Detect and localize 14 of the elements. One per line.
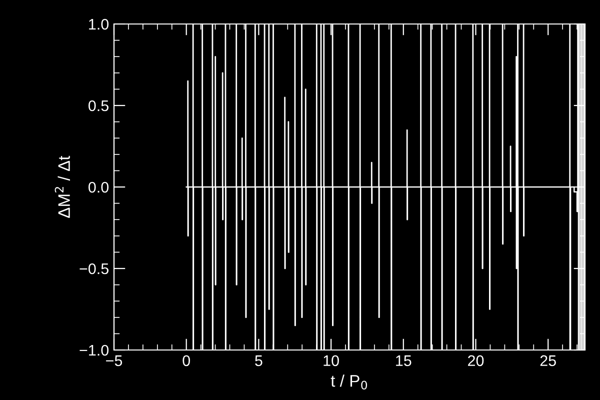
x-tick-label: 10 — [324, 355, 339, 366]
x-tick-label: 0 — [182, 355, 190, 366]
y-tick-label: 1.0 — [89, 18, 109, 30]
x-tick-label: −5 — [106, 355, 122, 366]
x-tick-label: 25 — [540, 355, 556, 366]
y-tick-label: −0.5 — [80, 263, 108, 274]
x-axis-title: t / P$_{0}$ — [330, 374, 368, 390]
x-tick-label: 15 — [396, 355, 412, 366]
x-tick-label: 5 — [255, 355, 262, 366]
y-axis-title: ΔM$^{2}$ / Δt — [54, 156, 70, 218]
x-tick-label: 20 — [468, 355, 484, 366]
y-tick-label: 0.5 — [88, 100, 108, 112]
y-tick-label: −1.0 — [80, 344, 109, 356]
y-tick-label: 0.0 — [88, 182, 109, 193]
